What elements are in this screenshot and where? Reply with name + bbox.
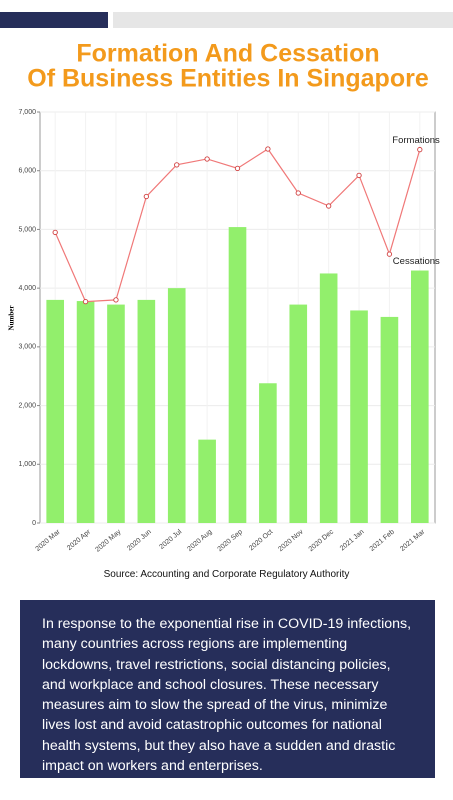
x-tick-label: 2020 Nov — [277, 528, 305, 553]
body-text: In response to the exponential rise in C… — [20, 600, 435, 778]
bar — [410, 270, 429, 523]
source: Source: Accounting and Corporate Regulat… — [103, 569, 350, 580]
chart-title: Of Business Entities In Singapore — [27, 65, 429, 93]
header-band — [113, 12, 453, 28]
x-tick-label: 2020 Mar — [35, 528, 63, 553]
bar — [350, 310, 368, 523]
bar — [107, 304, 125, 523]
x-tick-label: 2020 Dec — [308, 528, 336, 553]
y-tick-label: 0 — [32, 520, 36, 527]
y-tick-label: 6,000 — [18, 168, 36, 175]
bar — [289, 304, 308, 523]
y-tick-label: 2,000 — [18, 402, 36, 409]
line-marker — [386, 251, 393, 257]
bar — [137, 299, 156, 523]
line-marker — [143, 193, 149, 200]
line-marker — [113, 297, 119, 303]
chart-title: Formation And Cessation — [76, 40, 379, 68]
x-tick-label: 2020 Jun — [126, 529, 153, 553]
series-label: Formations — [392, 135, 440, 146]
line-marker — [234, 165, 241, 172]
header-band — [0, 12, 108, 28]
x-tick-label: 2020 Jul — [158, 528, 183, 551]
y-tick-label: 1,000 — [18, 461, 36, 468]
bar — [319, 273, 338, 523]
x-tick-label: 2020 May — [94, 528, 122, 553]
y-tick-label: 5,000 — [18, 226, 36, 233]
line-marker — [356, 172, 362, 179]
x-tick-label: 2020 Apr — [66, 528, 92, 552]
line-marker — [295, 190, 301, 196]
line-marker — [265, 146, 271, 152]
line-marker — [174, 162, 180, 168]
bar — [167, 288, 186, 523]
bar — [380, 316, 399, 523]
line-marker — [52, 229, 58, 236]
x-tick-label: 2021 Mar — [399, 528, 427, 553]
y-axis-label: Number — [8, 306, 16, 331]
y-tick-label: 3,000 — [18, 344, 36, 351]
bar — [46, 299, 65, 523]
bar — [228, 227, 247, 523]
y-tick-label: 4,000 — [18, 285, 36, 292]
bar — [76, 301, 95, 523]
x-tick-label: 2020 Sep — [217, 529, 245, 554]
line-marker — [82, 298, 89, 305]
bar — [198, 439, 216, 523]
line-marker — [417, 146, 423, 153]
bar — [259, 383, 277, 523]
x-tick-label: 2020 Aug — [186, 529, 213, 553]
x-tick-label: 2020 Oct — [248, 529, 274, 553]
line-marker — [326, 203, 332, 209]
x-tick-label: 2021 Jan — [339, 529, 366, 553]
x-tick-label: 2021 Feb — [369, 529, 396, 553]
chart: Formation And Cessation Of Business Enti… — [8, 40, 440, 554]
series-label: Cessations — [393, 256, 440, 267]
y-tick-label: 7,000 — [18, 109, 36, 116]
line-marker — [204, 156, 210, 162]
